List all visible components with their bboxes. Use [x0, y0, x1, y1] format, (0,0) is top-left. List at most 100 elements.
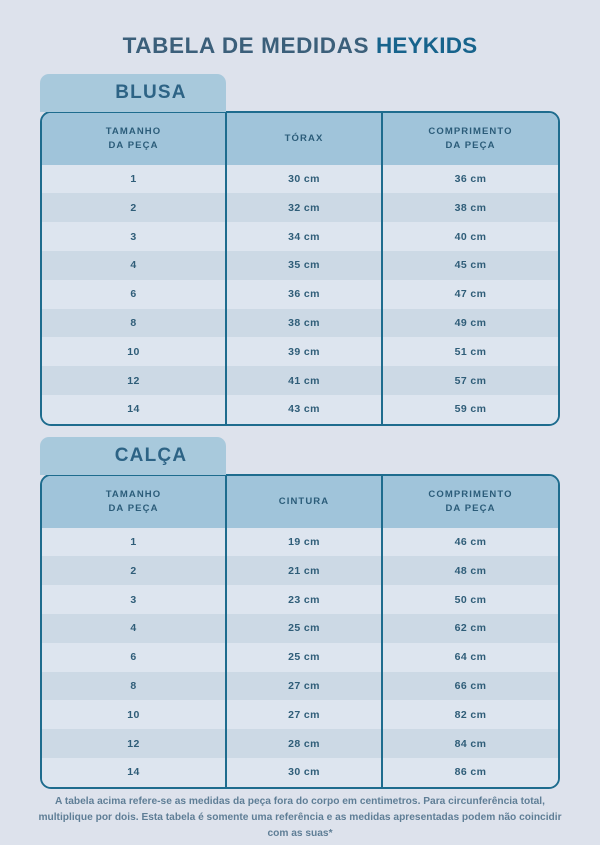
- cell-measure: 27 cm: [225, 700, 382, 730]
- cell-length: 64 cm: [381, 642, 558, 672]
- cell-length: 84 cm: [381, 729, 558, 758]
- cell-length: 49 cm: [381, 308, 558, 338]
- cell-measure: 30 cm: [225, 164, 382, 194]
- cell-measure: 41 cm: [225, 366, 382, 395]
- brand-name: HEYKIDS: [375, 33, 478, 59]
- table-header-row: TAMANHO DA PEÇA CINTURA COMPRIMENTO DA P…: [42, 476, 558, 528]
- cell-size: 4: [42, 250, 226, 280]
- cell-size: 10: [42, 337, 226, 367]
- cell-length: 57 cm: [381, 366, 558, 395]
- cell-length: 36 cm: [381, 164, 558, 194]
- column-header-measure: TÓRAX: [225, 113, 382, 165]
- size-table-calca: CALÇA TAMANHO DA PEÇA CINTURA COM: [40, 437, 560, 789]
- table-body: 1 19 cm 46 cm 2 21 cm 48 cm 3 23 cm 50 cm 4 25 cm 6…: [42, 527, 558, 787]
- column-header-length: COMPRIMENTO DA PEÇA: [381, 476, 558, 528]
- cell-measure: 25 cm: [225, 642, 382, 672]
- cell-length: 62 cm: [381, 613, 558, 643]
- table-row: 14 30 cm 86 cm: [42, 757, 558, 787]
- cell-length: 45 cm: [381, 250, 558, 280]
- size-chart-page: TABELA DE MEDIDAS HEYKIDS BLUSA TAMANHO …: [0, 15, 600, 845]
- cell-measure: 30 cm: [225, 757, 382, 787]
- column-header-line: DA PEÇA: [108, 502, 159, 514]
- column-header-length: COMPRIMENTO DA PEÇA: [381, 113, 558, 165]
- table-row: 10 39 cm 51 cm: [42, 337, 558, 367]
- cell-size: 8: [42, 308, 226, 338]
- cell-length: 46 cm: [381, 527, 558, 557]
- cell-size: 12: [42, 366, 226, 395]
- cell-length: 38 cm: [381, 193, 558, 223]
- column-header-line: TÓRAX: [284, 132, 324, 144]
- table-head: TAMANHO DA PEÇA CINTURA COMPRIMENTO DA P…: [42, 476, 558, 528]
- table-tab-blusa: BLUSA: [40, 74, 226, 113]
- cell-size: 10: [42, 700, 226, 730]
- table-row: 2 32 cm 38 cm: [42, 193, 558, 223]
- cell-size: 8: [42, 671, 226, 701]
- table-row: 12 41 cm 57 cm: [42, 366, 558, 395]
- table-body: 1 30 cm 36 cm 2 32 cm 38 cm 3 34 cm 40 cm 4 35 cm 4…: [42, 164, 558, 424]
- table-row: 12 28 cm 84 cm: [42, 729, 558, 758]
- cell-length: 50 cm: [381, 585, 558, 614]
- page-title: TABELA DE MEDIDAS HEYKIDS: [0, 15, 600, 59]
- table-row: 1 19 cm 46 cm: [42, 527, 558, 557]
- cell-measure: 35 cm: [225, 250, 382, 280]
- table-head: TAMANHO DA PEÇA TÓRAX COMPRIMENTO DA PEÇ…: [42, 113, 558, 165]
- cell-length: 66 cm: [381, 671, 558, 701]
- cell-size: 2: [42, 556, 226, 586]
- column-header-line: DA PEÇA: [108, 139, 159, 151]
- table-row: 1 30 cm 36 cm: [42, 164, 558, 194]
- cell-length: 40 cm: [381, 222, 558, 251]
- table-row: 4 35 cm 45 cm: [42, 250, 558, 280]
- table-row: 8 38 cm 49 cm: [42, 308, 558, 338]
- cell-size: 14: [42, 394, 226, 424]
- cell-length: 86 cm: [381, 757, 558, 787]
- table-tab-label: CALÇA: [114, 445, 188, 467]
- cell-size: 1: [42, 164, 226, 194]
- cell-measure: 27 cm: [225, 671, 382, 701]
- cell-length: 51 cm: [381, 337, 558, 367]
- table-row: 3 23 cm 50 cm: [42, 585, 558, 614]
- table-row: 10 27 cm 82 cm: [42, 700, 558, 730]
- cell-measure: 21 cm: [225, 556, 382, 586]
- table-container-calca: TAMANHO DA PEÇA CINTURA COMPRIMENTO DA P…: [40, 474, 560, 789]
- column-header-line: COMPRIMENTO: [428, 126, 513, 138]
- column-header-line: COMPRIMENTO: [428, 489, 513, 501]
- page-title-main: TABELA DE MEDIDAS: [122, 33, 376, 59]
- cell-measure: 38 cm: [225, 308, 382, 338]
- cell-size: 3: [42, 222, 226, 251]
- table-row: 14 43 cm 59 cm: [42, 394, 558, 424]
- column-header-line: DA PEÇA: [445, 139, 496, 151]
- table-row: 3 34 cm 40 cm: [42, 222, 558, 251]
- column-header-line: DA PEÇA: [445, 502, 496, 514]
- cell-length: 82 cm: [381, 700, 558, 730]
- cell-measure: 36 cm: [225, 279, 382, 309]
- cell-measure: 43 cm: [225, 394, 382, 424]
- size-table-blusa: BLUSA TAMANHO DA PEÇA TÓRAX COMPR: [40, 74, 560, 426]
- column-header-line: TAMANHO: [105, 489, 162, 501]
- cell-size: 4: [42, 613, 226, 643]
- table-row: 6 25 cm 64 cm: [42, 642, 558, 672]
- cell-length: 59 cm: [381, 394, 558, 424]
- cell-measure: 23 cm: [225, 585, 382, 614]
- column-header-line: CINTURA: [278, 495, 330, 507]
- column-header-measure: CINTURA: [225, 476, 382, 528]
- table-row: 6 36 cm 47 cm: [42, 279, 558, 309]
- cell-size: 14: [42, 757, 226, 787]
- cell-length: 47 cm: [381, 279, 558, 309]
- column-header-size: TAMANHO DA PEÇA: [42, 113, 226, 165]
- measurements-table-blusa: TAMANHO DA PEÇA TÓRAX COMPRIMENTO DA PEÇ…: [42, 113, 558, 424]
- footer-note: A tabela acima refere-se as medidas da p…: [38, 796, 562, 839]
- table-row: 2 21 cm 48 cm: [42, 556, 558, 586]
- table-row: 4 25 cm 62 cm: [42, 613, 558, 643]
- cell-measure: 19 cm: [225, 527, 382, 557]
- cell-size: 6: [42, 642, 226, 672]
- column-header-line: TAMANHO: [105, 126, 162, 138]
- cell-size: 2: [42, 193, 226, 223]
- table-header-row: TAMANHO DA PEÇA TÓRAX COMPRIMENTO DA PEÇ…: [42, 113, 558, 165]
- cell-measure: 39 cm: [225, 337, 382, 367]
- cell-measure: 25 cm: [225, 613, 382, 643]
- table-tab-calca: CALÇA: [40, 437, 226, 476]
- cell-size: 3: [42, 585, 226, 614]
- table-tab-label: BLUSA: [115, 82, 187, 104]
- cell-measure: 32 cm: [225, 193, 382, 223]
- table-row: 8 27 cm 66 cm: [42, 671, 558, 701]
